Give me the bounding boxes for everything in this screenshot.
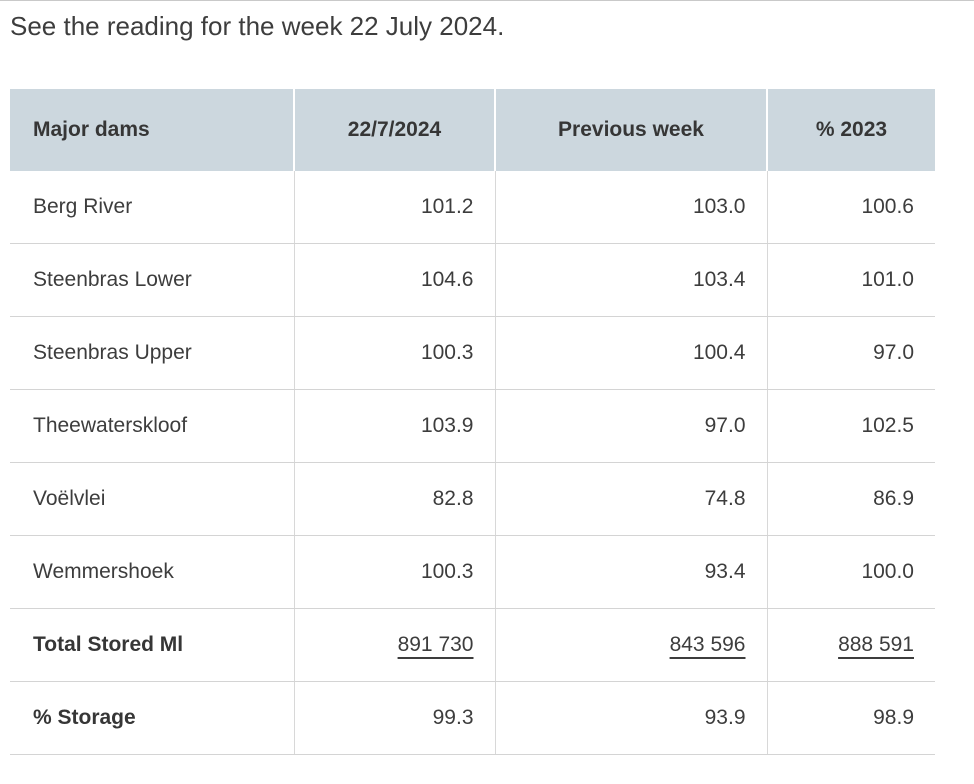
- column-header-previous-week: Previous week: [494, 89, 767, 172]
- dam-name-cell: Theewaterskloof: [10, 389, 294, 464]
- storage-value-cell: 98.9: [766, 681, 935, 756]
- dam-name-cell: Voëlvlei: [10, 462, 294, 537]
- value-cell: 102.5: [766, 389, 935, 464]
- table-row-steenbras-upper: Steenbras Upper 100.3 100.4 97.0: [10, 316, 935, 391]
- table-row-theewaterskloof: Theewaterskloof 103.9 97.0 102.5: [10, 389, 935, 464]
- table-row-percent-storage: % Storage 99.3 93.9 98.9: [10, 681, 935, 756]
- value-cell: 100.4: [494, 316, 767, 391]
- page-heading: See the reading for the week 22 July 202…: [10, 11, 505, 41]
- table-row-total-stored: Total Stored Ml 891 730 843 596 888 591: [10, 608, 935, 683]
- dam-name-cell: Steenbras Upper: [10, 316, 294, 391]
- value-cell: 93.4: [494, 535, 767, 610]
- table-row-wemmershoek: Wemmershoek 100.3 93.4 100.0: [10, 535, 935, 610]
- storage-value-cell: 99.3: [293, 681, 495, 756]
- table-row-voelvlei: Voëlvlei 82.8 74.8 86.9: [10, 462, 935, 537]
- total-value-cell: 888 591: [766, 608, 935, 683]
- column-header-percent-2023: % 2023: [766, 89, 935, 172]
- table-header-row: Major dams 22/7/2024 Previous week % 202…: [10, 89, 935, 172]
- value-cell: 103.0: [494, 171, 767, 245]
- column-header-current-week: 22/7/2024: [293, 89, 495, 172]
- value-cell: 101.2: [293, 171, 495, 245]
- value-cell: 97.0: [766, 316, 935, 391]
- total-value-cell: 843 596: [494, 608, 767, 683]
- table-row-steenbras-lower: Steenbras Lower 104.6 103.4 101.0: [10, 243, 935, 318]
- value-cell: 86.9: [766, 462, 935, 537]
- dam-name-cell: Steenbras Lower: [10, 243, 294, 318]
- dam-levels-table: Major dams 22/7/2024 Previous week % 202…: [10, 89, 935, 756]
- top-divider: [0, 0, 974, 1]
- storage-value-cell: 93.9: [494, 681, 767, 756]
- value-cell: 103.9: [293, 389, 495, 464]
- value-cell: 97.0: [494, 389, 767, 464]
- value-cell: 100.6: [766, 171, 935, 245]
- dam-name-cell: Wemmershoek: [10, 535, 294, 610]
- value-cell: 82.8: [293, 462, 495, 537]
- page: See the reading for the week 22 July 202…: [0, 0, 974, 756]
- value-cell: 100.3: [293, 316, 495, 391]
- dam-name-cell: Berg River: [10, 171, 294, 245]
- storage-label-cell: % Storage: [10, 681, 294, 756]
- column-header-major-dams: Major dams: [10, 89, 294, 172]
- value-cell: 103.4: [494, 243, 767, 318]
- value-cell: 100.3: [293, 535, 495, 610]
- value-cell: 74.8: [494, 462, 767, 537]
- value-cell: 104.6: [293, 243, 495, 318]
- total-value-cell: 891 730: [293, 608, 495, 683]
- total-label-cell: Total Stored Ml: [10, 608, 294, 683]
- value-cell: 100.0: [766, 535, 935, 610]
- value-cell: 101.0: [766, 243, 935, 318]
- table-row-berg-river: Berg River 101.2 103.0 100.6: [10, 171, 935, 245]
